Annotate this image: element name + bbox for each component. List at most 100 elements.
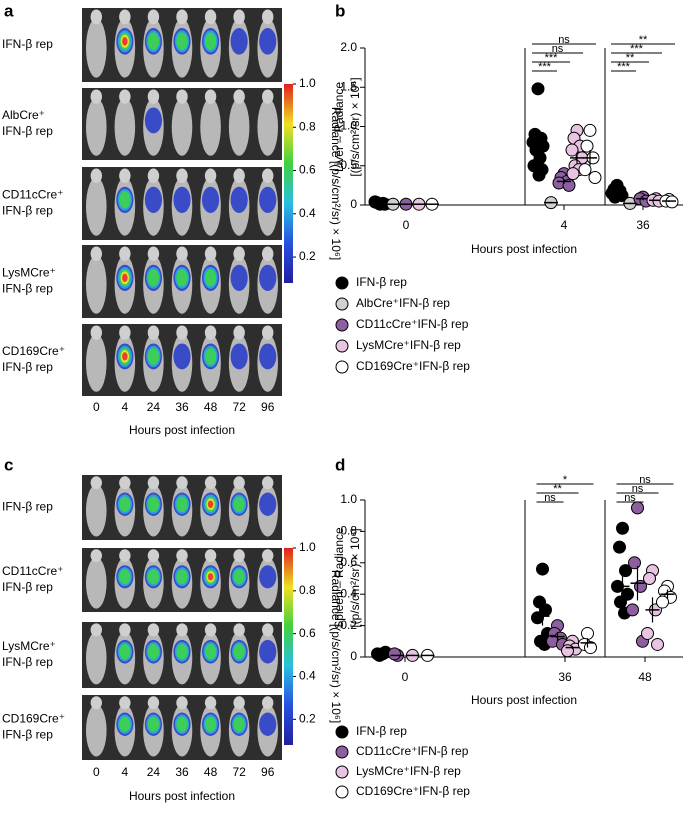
mouse-head [147, 168, 160, 184]
mouse [86, 177, 107, 236]
signal [176, 269, 188, 287]
significance-label: ns [552, 43, 564, 55]
signal [176, 716, 188, 732]
signal [204, 32, 217, 51]
mouse-head [90, 168, 102, 184]
mouse-head [147, 623, 160, 637]
legend-marker [335, 725, 349, 739]
legend-marker [335, 276, 349, 290]
mouse-head [233, 9, 245, 25]
legend-marker [335, 765, 349, 779]
signal [119, 643, 131, 660]
mouse [86, 334, 107, 392]
legend-marker [335, 297, 349, 311]
signal [122, 273, 128, 283]
data-point [588, 171, 602, 185]
signal [204, 716, 217, 732]
mouse-head [233, 325, 245, 340]
signal [204, 643, 217, 660]
y-axis-label: Spleen – Radiance [332, 527, 346, 629]
significance-label: ** [553, 483, 562, 495]
mouse-head [176, 246, 188, 262]
mouse-head [204, 476, 217, 490]
legend-label: IFN-β rep [356, 724, 407, 738]
mouse-head [204, 549, 217, 563]
signal [122, 352, 128, 361]
mouse-head [204, 623, 217, 637]
mouse-head [119, 325, 131, 340]
signal [119, 191, 131, 209]
x-axis-label: Hours post infection [129, 789, 235, 803]
mouse-head [176, 325, 188, 340]
mouse-head [233, 246, 245, 262]
signal [259, 264, 277, 291]
row-label: IFN-β rep [2, 204, 53, 218]
data-point [562, 178, 576, 192]
signal [233, 496, 245, 512]
x-axis-label: Hours post infection [129, 423, 235, 437]
colorbar-tick-label: 1.0 [299, 540, 316, 554]
mouse-head [204, 325, 217, 340]
signal [147, 269, 160, 287]
mouse [86, 98, 107, 156]
mouse-head [90, 246, 102, 262]
mouse-head [262, 325, 274, 340]
data-point [388, 647, 401, 661]
mouse-head [119, 476, 131, 490]
mouse-head [119, 696, 131, 710]
signal [176, 643, 188, 660]
significance-label: ns [544, 492, 556, 504]
signal [173, 186, 191, 213]
mouse-head [147, 696, 160, 710]
row-label: IFN-β rep [2, 360, 53, 374]
data-point [580, 139, 594, 153]
data-point [656, 595, 669, 609]
legend-marker [335, 318, 349, 332]
mouse-head [176, 549, 188, 563]
significance-label: ** [626, 52, 635, 64]
y-tick-label: 0.8 [340, 524, 357, 538]
mouse-head [262, 168, 274, 184]
x-tick-label: 4 [122, 400, 129, 414]
panel-label: d [335, 455, 345, 474]
signal [147, 347, 160, 365]
data-point [566, 167, 580, 181]
colorbar [284, 84, 293, 283]
row-label: CD11cCre⁺ [2, 188, 63, 202]
y-tick-label: 1.0 [340, 119, 357, 133]
mouse [86, 255, 107, 314]
row-label: CD169Cre⁺ [2, 712, 65, 726]
y-tick-label: 0 [350, 197, 357, 211]
signal [119, 569, 131, 585]
signal [176, 569, 188, 585]
mouse [86, 704, 107, 757]
mouse-head [204, 246, 217, 262]
y-tick-label: 0.4 [340, 586, 357, 600]
significance-label: *** [545, 52, 559, 64]
data-point [614, 595, 627, 609]
row-label: CD169Cre⁺ [2, 344, 65, 358]
mouse-head [233, 89, 245, 104]
signal [259, 639, 277, 664]
signal [173, 343, 191, 370]
legend-label: LysMCre⁺IFN-β rep [356, 764, 461, 778]
colorbar-tick-label: 1.0 [299, 76, 316, 90]
mouse-head [176, 9, 188, 25]
data-point [628, 556, 641, 570]
data-point [578, 163, 592, 177]
colorbar-tick-label: 0.4 [299, 669, 316, 683]
mouse-head [233, 696, 245, 710]
mouse-head [262, 696, 274, 710]
mouse-head [176, 623, 188, 637]
panel-label: b [335, 1, 345, 20]
x-tick-label: 96 [261, 400, 275, 414]
mouse-head [233, 476, 245, 490]
colorbar [284, 548, 293, 745]
legend-label: AlbCre⁺IFN-β rep [356, 296, 450, 310]
mouse-head [262, 549, 274, 563]
x-tick-label: 36 [636, 218, 650, 232]
signal [144, 186, 162, 213]
x-tick-label: 0 [93, 765, 100, 779]
signal [204, 269, 217, 287]
legend-label: LysMCre⁺IFN-β rep [356, 338, 461, 352]
